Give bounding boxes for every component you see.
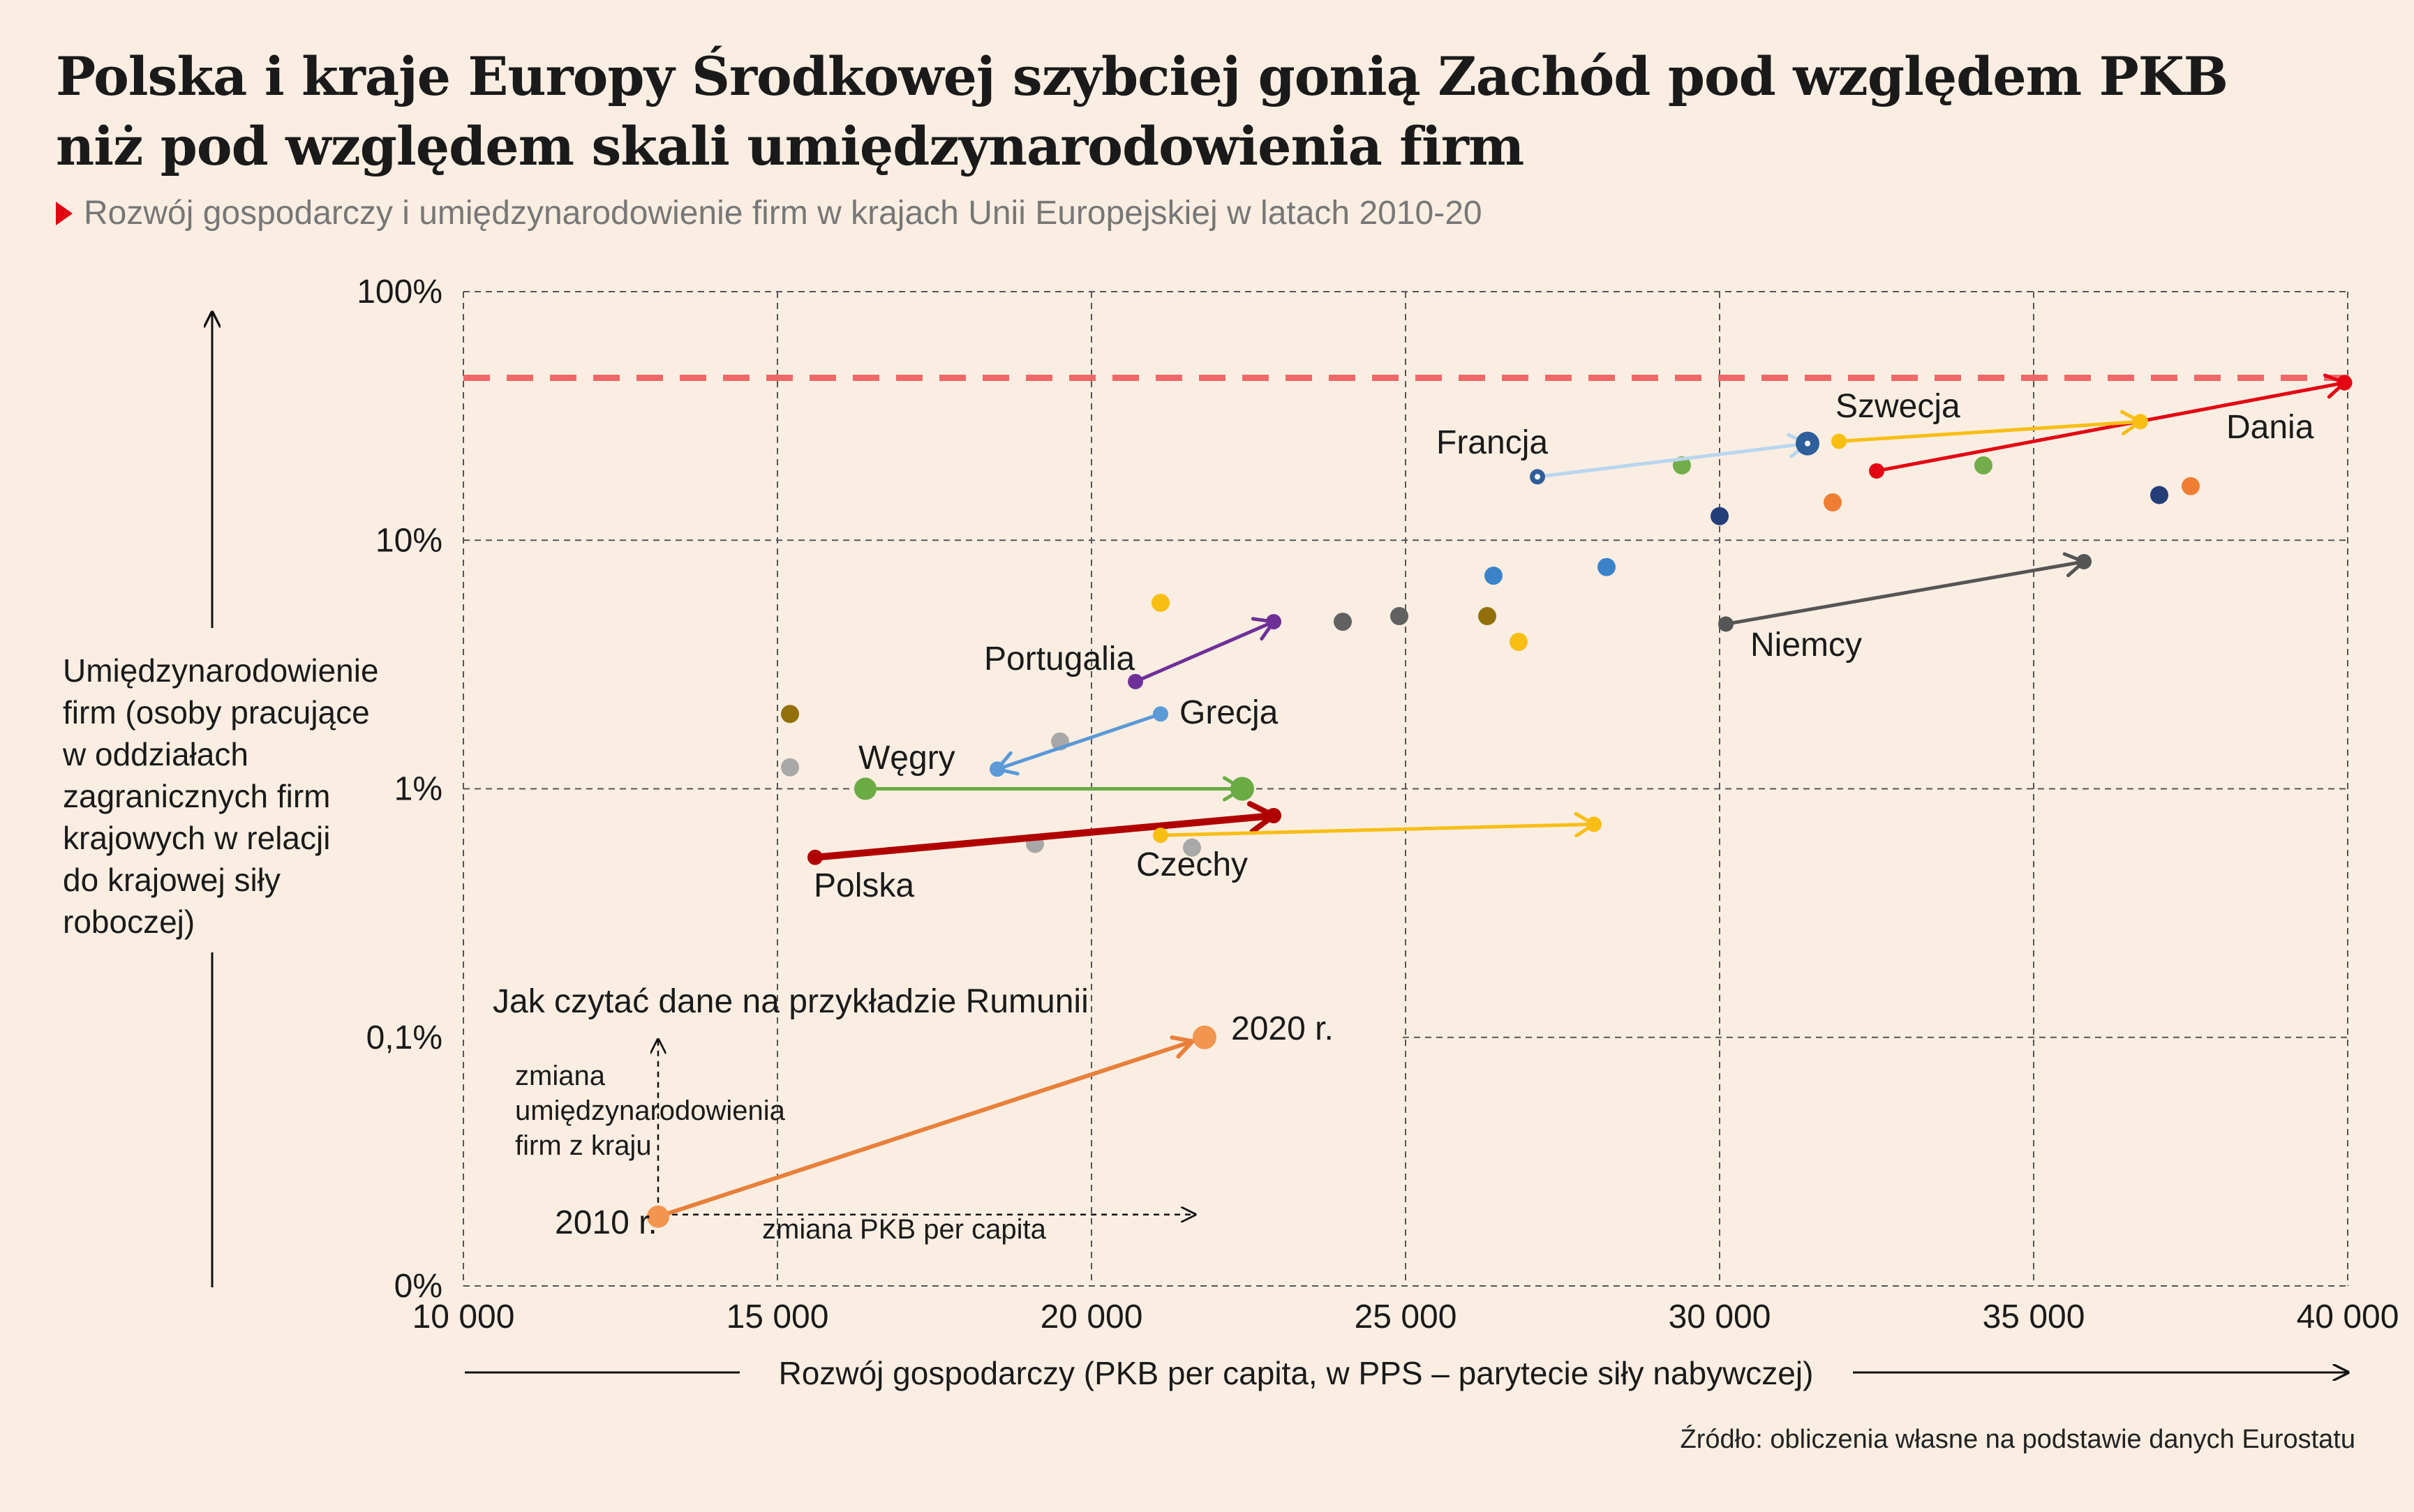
arrow-start-point xyxy=(854,777,877,800)
y-axis-label-line: firm (osoby pracujące xyxy=(63,694,370,731)
arrow-end-dot xyxy=(1805,440,1810,447)
x-tick-label: 15 000 xyxy=(727,1298,829,1335)
arrow-start-point xyxy=(1128,673,1143,689)
data-points xyxy=(781,456,2200,857)
arrow-end-point xyxy=(1266,807,1281,823)
arrow-start-point xyxy=(1869,463,1884,479)
data-point xyxy=(1711,507,1729,525)
y-axis-label-line: w oddziałach xyxy=(62,736,248,772)
data-point xyxy=(1484,567,1503,585)
arrow-start-point xyxy=(807,849,823,865)
chart-subtitle: Rozwój gospodarczy i umiędzynarodowienie… xyxy=(56,194,1482,232)
country-label-czechy: Czechy xyxy=(1136,846,1248,883)
arrow-start-point xyxy=(1718,616,1734,632)
subtitle-text: Rozwój gospodarczy i umiędzynarodowienie… xyxy=(84,195,1482,232)
inset-horizontal-label: zmiana PKB per capita xyxy=(762,1214,1047,1245)
data-point xyxy=(781,705,799,724)
arrow-line-grecja xyxy=(999,712,1163,770)
country-label-portugalia: Portugalia xyxy=(984,641,1135,678)
x-tick-label: 35 000 xyxy=(1983,1298,2085,1335)
arrow-start-dot xyxy=(1535,474,1540,480)
y-tick-label: 1% xyxy=(394,771,442,808)
data-point xyxy=(2182,477,2200,495)
country-label-grecja: Grecja xyxy=(1179,694,1279,731)
data-point xyxy=(781,758,799,777)
red-triangle-icon xyxy=(56,201,73,225)
inset-end-point xyxy=(1193,1025,1216,1049)
inset-vertical-label-line: umiędzynarodowienia xyxy=(515,1095,786,1126)
country-label-węgry: Węgry xyxy=(858,740,955,777)
x-tick-label: 30 000 xyxy=(1669,1298,1771,1335)
data-point xyxy=(1334,613,1352,631)
y-axis-label-line: Umiędzynarodowienie xyxy=(63,652,379,689)
title-line-1: Polska i kraje Europy Środkowej szybciej… xyxy=(56,45,2228,107)
y-axis-ticks: 0% 0,1% 1% 10% 100% xyxy=(357,274,442,1305)
country-label-polska: Polska xyxy=(814,867,914,904)
axis-arrows xyxy=(212,313,2348,1372)
x-axis-label: Rozwój gospodarczy (PKB per capita, w PP… xyxy=(779,1355,1814,1391)
inset-explanation: Jak czytać dane na przykładzie Rumunii 20… xyxy=(493,983,1334,1245)
country-label-francja: Francja xyxy=(1436,424,1548,461)
arrow-line-portugalia xyxy=(1133,621,1272,684)
x-tick-label: 20 000 xyxy=(1041,1298,1143,1335)
x-tick-label: 10 000 xyxy=(412,1298,515,1335)
country-arrows xyxy=(807,373,2353,865)
arrow-line-niemcy xyxy=(1724,560,2082,626)
inset-title: Jak czytać dane na przykładzie Rumunii xyxy=(493,983,1089,1020)
inset-start-point xyxy=(647,1205,669,1228)
source-note: Źródło: obliczenia własne na podstawie d… xyxy=(1680,1425,2355,1454)
arrow-end-point xyxy=(2133,414,2148,430)
y-axis-label-line: zagranicznych firm xyxy=(63,778,330,814)
arrow-end-point xyxy=(2076,553,2092,569)
arrow-end-point xyxy=(2337,375,2353,391)
arrow-start-point xyxy=(1153,706,1168,722)
data-point xyxy=(1597,557,1616,576)
data-point xyxy=(1152,593,1170,612)
grid xyxy=(463,291,2348,1287)
inset-start-label: 2010 r. xyxy=(555,1204,657,1241)
inset-romania-arrow xyxy=(656,1039,1195,1219)
y-tick-label: 0% xyxy=(394,1268,442,1305)
arrow-line-dania xyxy=(1875,382,2343,473)
y-axis-label-line: roboczej) xyxy=(63,904,195,940)
arrow-start-point xyxy=(1831,433,1847,449)
arrow-end-point xyxy=(990,761,1005,777)
y-tick-label: 100% xyxy=(357,274,442,310)
y-axis-label: Umiędzynarodowienie firm (osoby pracujące… xyxy=(62,652,379,940)
arrow-end-point xyxy=(1586,816,1602,832)
title-line-2: niż pod względem skali umiędzynarodowien… xyxy=(56,115,1524,177)
y-axis-label-line: do krajowej siły xyxy=(63,862,281,898)
country-label-dania: Dania xyxy=(2226,409,2314,446)
data-point xyxy=(2150,486,2168,504)
y-axis-label-line: krajowych w relacji xyxy=(63,820,330,856)
inset-vertical-label-line: firm z kraju xyxy=(515,1130,652,1161)
data-point xyxy=(1510,632,1528,651)
arrow-line-szwecja xyxy=(1837,420,2138,443)
x-axis-ticks: 10 000 15 000 20 000 25 000 30 000 35 000 40 0… xyxy=(412,1298,2399,1335)
y-tick-label: 10% xyxy=(375,522,442,559)
x-tick-label: 25 000 xyxy=(1355,1298,1457,1335)
data-point xyxy=(1974,456,1992,475)
x-tick-label: 40 000 xyxy=(2297,1298,2399,1335)
data-point xyxy=(1183,838,1201,857)
data-point xyxy=(1390,607,1408,626)
country-labels: Francja Szwecja Dania Niemcy Portugalia Grecj… xyxy=(814,388,2314,904)
arrow-end-point xyxy=(1230,777,1254,801)
country-label-szwecja: Szwecja xyxy=(1835,388,1960,425)
arrow-line-francja xyxy=(1535,442,1805,479)
data-point xyxy=(1824,493,1842,511)
inset-vertical-label-line: zmiana xyxy=(515,1061,606,1091)
arrow-line-polska xyxy=(812,812,1274,861)
arrow-line-czechy xyxy=(1158,822,1592,837)
arrow-start-point xyxy=(1153,828,1168,844)
y-tick-label: 0,1% xyxy=(366,1019,442,1056)
inset-end-label: 2020 r. xyxy=(1231,1010,1334,1047)
chart-title: Polska i kraje Europy Środkowej szybciej… xyxy=(56,42,2359,181)
arrow-end-point xyxy=(1266,614,1281,630)
country-label-niemcy: Niemcy xyxy=(1750,627,1862,664)
data-point xyxy=(1478,607,1496,626)
inset-arrowhead xyxy=(1170,1035,1195,1059)
